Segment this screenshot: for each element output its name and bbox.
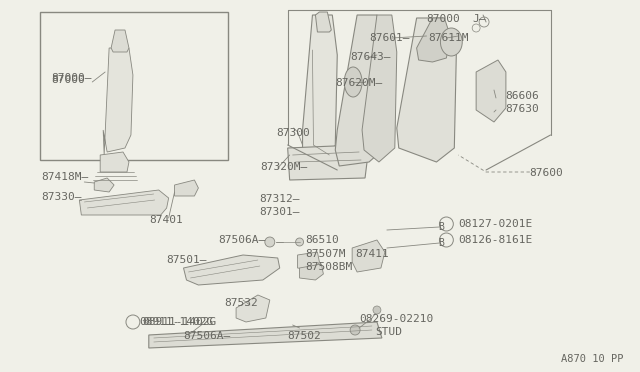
Polygon shape — [335, 15, 387, 166]
Text: 87300: 87300 — [276, 128, 310, 138]
Polygon shape — [236, 295, 270, 322]
Polygon shape — [111, 30, 129, 52]
Polygon shape — [352, 240, 385, 272]
Polygon shape — [103, 48, 133, 155]
Text: B: B — [438, 222, 444, 232]
Text: STUD: STUD — [375, 327, 402, 337]
Text: 87411: 87411 — [355, 249, 389, 259]
Text: 87330—: 87330— — [42, 192, 82, 202]
Ellipse shape — [440, 28, 462, 56]
Polygon shape — [287, 145, 367, 180]
Text: 87401: 87401 — [148, 215, 182, 225]
Polygon shape — [397, 18, 456, 162]
Text: 08126-8161E: 08126-8161E — [458, 235, 532, 245]
Text: 08269-02210: 08269-02210 — [359, 314, 433, 324]
Polygon shape — [476, 60, 506, 122]
Circle shape — [126, 315, 140, 329]
Polygon shape — [316, 12, 332, 32]
Text: 86606: 86606 — [505, 91, 539, 101]
Text: 87506A—: 87506A— — [218, 235, 266, 245]
Circle shape — [296, 238, 303, 246]
Polygon shape — [417, 18, 451, 62]
Text: 87507M: 87507M — [305, 249, 346, 259]
Bar — [40, 12, 228, 160]
Text: 87611M: 87611M — [429, 33, 469, 43]
Text: A870 10 PP: A870 10 PP — [561, 354, 624, 364]
Text: B: B — [438, 238, 444, 248]
Circle shape — [479, 17, 489, 27]
Text: 08911-1402G: 08911-1402G — [139, 317, 213, 327]
Text: 87320M—: 87320M— — [260, 162, 307, 172]
Polygon shape — [100, 152, 129, 172]
Polygon shape — [184, 255, 280, 285]
Circle shape — [472, 24, 480, 32]
Polygon shape — [175, 180, 198, 196]
Ellipse shape — [344, 67, 362, 97]
Text: 08127-0201E: 08127-0201E — [458, 219, 532, 229]
Text: 87506A—: 87506A— — [184, 331, 231, 341]
Text: 87508BM: 87508BM — [305, 262, 353, 272]
Polygon shape — [303, 15, 337, 164]
Text: 87000: 87000 — [426, 14, 460, 24]
Text: 87502: 87502 — [287, 331, 321, 341]
Circle shape — [350, 325, 360, 335]
Text: 87620M—: 87620M— — [335, 78, 383, 88]
Circle shape — [373, 306, 381, 314]
Text: 87643—: 87643— — [350, 52, 390, 62]
Circle shape — [265, 237, 275, 247]
Circle shape — [440, 233, 453, 247]
Polygon shape — [79, 190, 168, 215]
Text: 87000—: 87000— — [52, 73, 92, 83]
Text: 87630: 87630 — [505, 104, 539, 114]
Text: 86510: 86510 — [305, 235, 339, 245]
Polygon shape — [298, 252, 319, 270]
Polygon shape — [362, 15, 397, 162]
Text: 87312—: 87312— — [259, 194, 300, 204]
Polygon shape — [300, 264, 323, 280]
Text: 87301—: 87301— — [259, 207, 300, 217]
Text: 87600: 87600 — [530, 168, 563, 178]
Polygon shape — [148, 322, 382, 348]
Text: J—: J— — [472, 14, 486, 24]
Polygon shape — [94, 178, 114, 192]
Text: 08911-1402G: 08911-1402G — [142, 317, 216, 327]
Text: 87418M—: 87418M— — [42, 172, 89, 182]
Text: 87532: 87532 — [224, 298, 258, 308]
Text: 87000: 87000 — [52, 75, 85, 85]
Circle shape — [440, 217, 453, 231]
Text: 87601—: 87601— — [369, 33, 410, 43]
Text: 87501—: 87501— — [166, 255, 207, 265]
